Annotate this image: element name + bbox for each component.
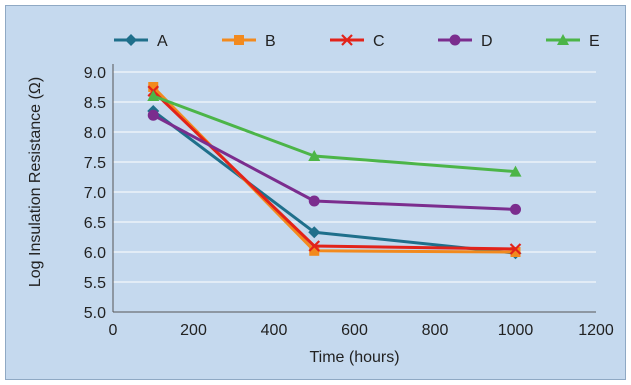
x-axis-title: Time (hours) (309, 349, 399, 366)
legend-item-b: B (222, 33, 276, 50)
legend-label: A (157, 33, 168, 50)
x-marker-stroke (341, 34, 353, 46)
series-e (147, 90, 522, 177)
data-point (308, 240, 321, 252)
data-point (308, 226, 321, 239)
legend-label: C (373, 33, 385, 50)
data-point (148, 82, 159, 92)
legend-marker (125, 34, 137, 46)
series-line (152, 94, 516, 174)
legend-marker (341, 34, 353, 46)
series-c (147, 85, 522, 255)
y-tick-label: 5.0 (84, 305, 106, 322)
data-point (309, 245, 320, 256)
legend-item-d: D (438, 33, 493, 50)
series-a (147, 105, 522, 260)
legend-label: D (481, 33, 493, 50)
data-point (308, 195, 320, 207)
x-tick-label: 400 (261, 322, 288, 339)
y-axis-title: Log Insulation Resistance (Ω) (27, 77, 44, 287)
data-point (147, 90, 160, 101)
legend-item-c: C (330, 33, 385, 50)
y-tick-label: 9.0 (84, 65, 106, 82)
axes: 5.0 5.5 6.0 6.5 7.0 7.5 8.0 8.5 9.0 0 200 400 600 800… (84, 64, 614, 339)
y-tick-label: 6.5 (84, 215, 106, 232)
legend-marker (449, 34, 461, 46)
series-line (152, 85, 516, 254)
legend-marker (234, 35, 244, 45)
legend-item-e: E (546, 33, 600, 50)
x-tick-label: 800 (422, 322, 449, 339)
series-b (148, 82, 521, 257)
legend-label: E (589, 33, 600, 50)
series-d (147, 109, 521, 215)
data-point (147, 109, 159, 121)
x-tick-label: 1200 (578, 322, 614, 339)
data-point (308, 150, 321, 161)
y-tick-label: 8.5 (84, 95, 106, 112)
x-marker-stroke (308, 240, 321, 252)
legend-marker (557, 34, 569, 45)
series-lines (147, 82, 522, 260)
gridlines (113, 71, 596, 283)
y-tick-label: 7.0 (84, 185, 106, 202)
chart-frame: 5.0 5.5 6.0 6.5 7.0 7.5 8.0 8.5 9.0 0 200 400 600 800… (5, 5, 626, 380)
data-point (510, 203, 521, 215)
x-tick-label: 600 (341, 322, 368, 339)
legend-item-a: A (114, 33, 168, 50)
x-tick-label: 1000 (498, 322, 534, 339)
line-chart: 5.0 5.5 6.0 6.5 7.0 7.5 8.0 8.5 9.0 0 200 400 600 800… (27, 33, 614, 366)
legend-label: B (265, 33, 276, 50)
legend: A B C D E (114, 33, 600, 50)
x-tick-label: 200 (180, 322, 207, 339)
data-point (510, 247, 521, 257)
data-point (509, 165, 522, 177)
x-tick-label: 0 (109, 322, 118, 339)
data-point (509, 243, 522, 255)
y-tick-label: 5.5 (84, 275, 106, 292)
y-tick-label: 8.0 (84, 125, 106, 142)
y-tick-label: 7.5 (84, 155, 106, 172)
y-tick-label: 6.0 (84, 245, 106, 262)
x-marker-stroke (509, 243, 522, 255)
